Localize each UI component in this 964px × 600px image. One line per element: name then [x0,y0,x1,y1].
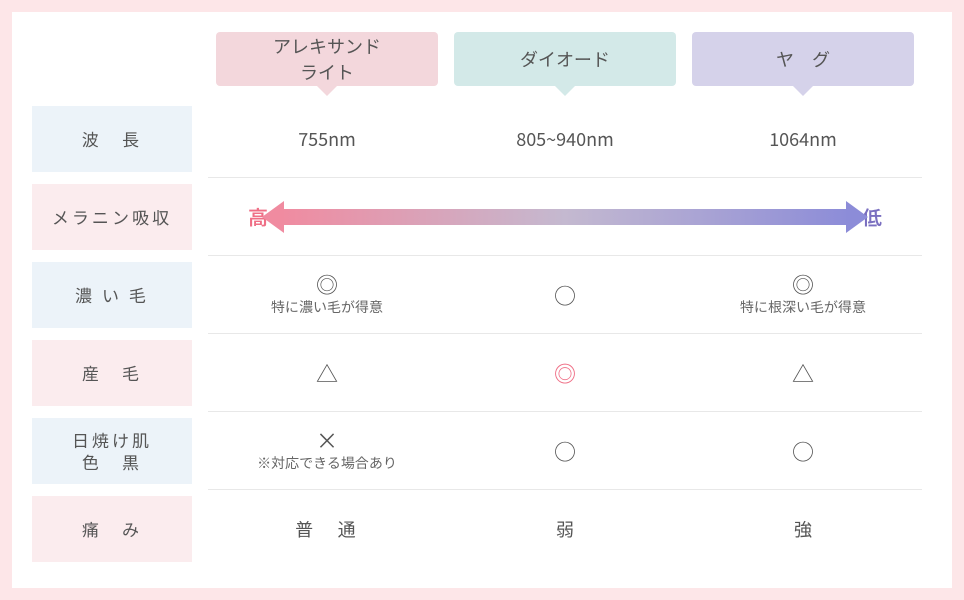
outer-frame: アレキサンド ライト ダイオード ヤ グ 波 長 755nm 805~940nm… [0,0,964,600]
row-label-text: 濃 い 毛 [75,284,149,306]
row-label-melanin: メラニン吸収 [32,184,192,250]
symbol-circle-icon: ○ [792,440,814,462]
cell-wavelength-2: 805~940nm [446,100,684,178]
row-label-thick-hair: 濃 い 毛 [32,262,192,328]
row-label-text: 痛 み [82,518,142,540]
row-label-text: 日焼け肌 色 黒 [72,429,152,473]
cell-text: 弱 [556,516,574,542]
col-header-alexandrite: アレキサンド ライト [216,32,438,86]
symbol-circle-icon: ○ [554,284,576,306]
cell-tanned-2: ○ [446,412,684,490]
symbol-double-circle-icon: ◎ [792,273,814,295]
symbol-double-circle-icon: ◎ [316,273,338,295]
symbol-triangle-icon: △ [792,362,814,384]
cell-thick-1: ◎ 特に濃い毛が得意 [208,256,446,334]
cell-pain-1: 普 通 [208,490,446,568]
cell-tanned-1: × ※対応できる場合あり [208,412,446,490]
cell-text: 805~940nm [516,126,614,152]
melanin-arrow-row: 高 低 [208,178,922,256]
corner-blank [32,32,208,100]
row-label-wavelength: 波 長 [32,106,192,172]
cell-fine-3: △ [684,334,922,412]
row-label-pain: 痛 み [32,496,192,562]
cell-subtext: 特に根深い毛が得意 [740,297,866,317]
cell-text: 普 通 [295,516,359,542]
cell-tanned-3: ○ [684,412,922,490]
symbol-cross-icon: × [316,429,338,451]
gradient-arrow [280,209,850,225]
col-header-diode: ダイオード [454,32,676,86]
cell-text: 強 [794,516,812,542]
cell-subtext: 特に濃い毛が得意 [271,297,383,317]
col-header-label: ヤ グ [776,46,830,72]
cell-text: 1064nm [769,126,837,152]
row-label-tanned-skin: 日焼け肌 色 黒 [32,418,192,484]
cell-fine-1: △ [208,334,446,412]
symbol-double-circle-icon: ◎ [554,362,576,384]
inner-panel: アレキサンド ライト ダイオード ヤ グ 波 長 755nm 805~940nm… [12,12,952,588]
col-header-yag: ヤ グ [692,32,914,86]
row-label-text: 波 長 [82,128,142,150]
cell-thick-2: ○ [446,256,684,334]
col-header-label: ダイオード [520,46,610,72]
row-label-text: メラニン吸収 [52,206,172,228]
comparison-table: アレキサンド ライト ダイオード ヤ グ 波 長 755nm 805~940nm… [32,32,922,568]
col-header-label: アレキサンド ライト [273,33,381,85]
symbol-triangle-icon: △ [316,362,338,384]
row-label-text: 産 毛 [82,362,142,384]
cell-wavelength-3: 1064nm [684,100,922,178]
cell-fine-2: ◎ [446,334,684,412]
cell-pain-2: 弱 [446,490,684,568]
cell-wavelength-1: 755nm [208,100,446,178]
cell-subtext: ※対応できる場合あり [257,453,397,473]
cell-pain-3: 強 [684,490,922,568]
symbol-circle-icon: ○ [554,440,576,462]
row-label-fine-hair: 産 毛 [32,340,192,406]
cell-text: 755nm [298,126,356,152]
cell-thick-3: ◎ 特に根深い毛が得意 [684,256,922,334]
